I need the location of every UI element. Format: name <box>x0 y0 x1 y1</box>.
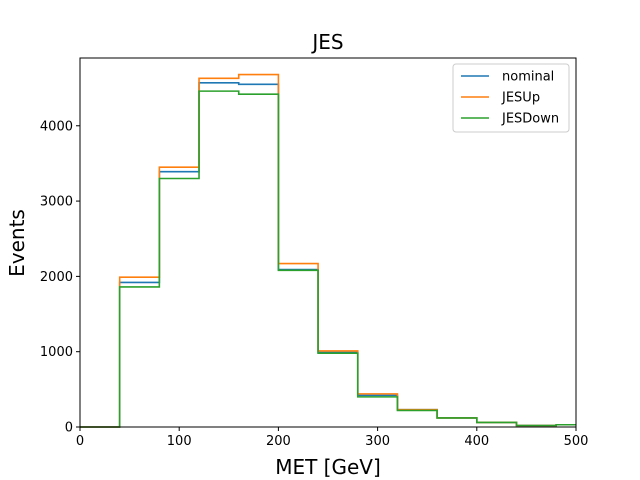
legend-label-jesup: JESUp <box>501 91 540 106</box>
series-line-jesdown <box>80 90 576 428</box>
y-axis-ticks: 0 1000 2000 3000 4000 <box>40 119 80 436</box>
y-tick-label: 4000 <box>40 119 73 134</box>
x-axis-ticks: 0 100 200 300 400 500 <box>76 427 589 449</box>
x-tick-label: 400 <box>464 434 489 449</box>
x-tick-label: 100 <box>167 434 192 449</box>
y-tick-label: 0 <box>65 421 73 436</box>
y-tick-label: 1000 <box>40 345 73 360</box>
legend-label-jesdown: JESDown <box>501 112 559 127</box>
x-tick-label: 300 <box>365 434 390 449</box>
axes-frame <box>79 57 577 428</box>
x-tick-label: 500 <box>564 434 589 449</box>
y-tick-label: 3000 <box>40 195 73 210</box>
plot-area: 0 100 200 300 400 500 0 1000 2000 3000 4000 <box>40 57 589 449</box>
series-line-nominal <box>80 82 576 428</box>
legend: nominal JESUp JESDown <box>452 63 570 133</box>
legend-box <box>452 63 570 133</box>
x-tick-label: 0 <box>76 434 84 449</box>
y-tick-label: 2000 <box>40 270 73 285</box>
y-axis-title: Events <box>5 209 29 277</box>
chart-title: JES <box>310 30 343 54</box>
legend-label-nominal: nominal <box>502 70 554 85</box>
x-axis-title: MET [GeV] <box>275 455 381 479</box>
x-tick-label: 200 <box>266 434 291 449</box>
series-layer <box>80 73 576 428</box>
